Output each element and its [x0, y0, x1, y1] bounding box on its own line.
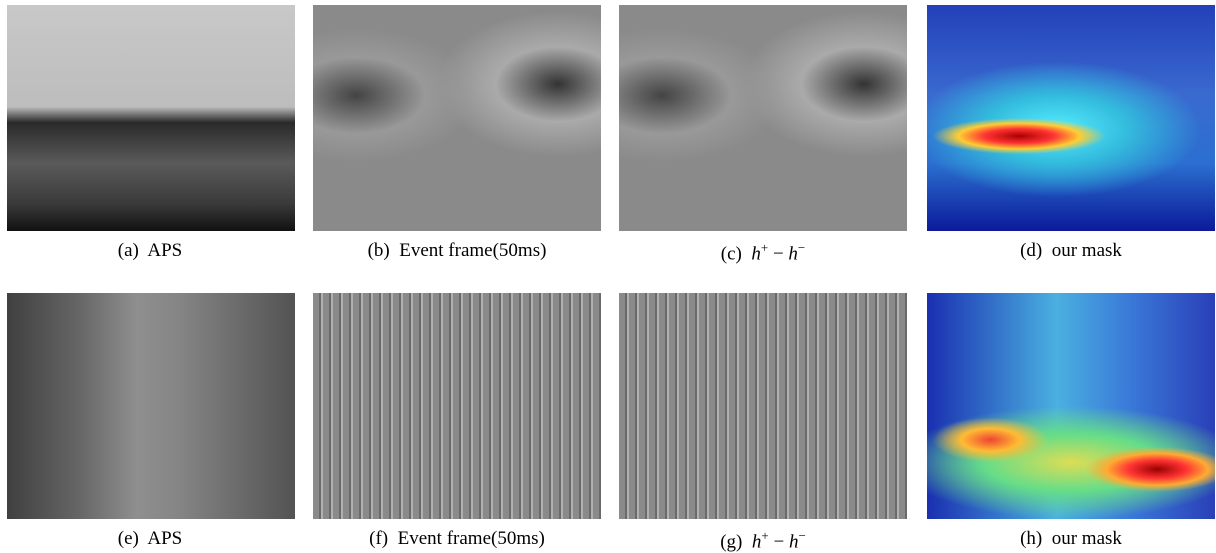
caption-text: our mask	[1052, 528, 1122, 549]
caption-text: h	[789, 531, 799, 552]
caption: (a) APS	[0, 240, 300, 262]
caption-text: Event frame(50ms)	[398, 528, 545, 549]
caption-text: +	[761, 240, 768, 255]
caption: (h) our mask	[921, 528, 1216, 550]
event-frame-image	[313, 293, 601, 519]
caption-text: (d)	[1020, 240, 1042, 261]
caption-text: +	[761, 528, 768, 543]
caption-text: h	[751, 243, 761, 264]
caption: (e) APS	[0, 528, 300, 550]
page: (a) APS (b) Event frame(50ms) (c) h+ − h…	[0, 0, 1216, 553]
aps-image	[7, 5, 295, 231]
caption-text: −	[773, 531, 784, 552]
caption-text: Event frame(50ms)	[399, 240, 546, 261]
caption: (c) h+ − h−	[613, 240, 913, 265]
caption-text: −	[798, 240, 805, 255]
caption: (d) our mask	[921, 240, 1216, 262]
histogram-diff-image	[619, 293, 907, 519]
caption-text: APS	[147, 240, 182, 261]
caption-text: (c)	[721, 243, 742, 264]
mask-image	[927, 5, 1215, 231]
caption-text: (g)	[720, 531, 742, 552]
event-frame-image	[313, 5, 601, 231]
caption-text: (b)	[368, 240, 390, 261]
caption-text: our mask	[1052, 240, 1122, 261]
caption-text: (h)	[1020, 528, 1042, 549]
caption: (b) Event frame(50ms)	[307, 240, 607, 262]
caption-text: −	[798, 528, 805, 543]
aps-image	[7, 293, 295, 519]
caption-text: (e)	[118, 528, 139, 549]
histogram-diff-image	[619, 5, 907, 231]
caption-text: h	[752, 531, 762, 552]
caption-text: (a)	[118, 240, 139, 261]
caption: (g) h+ − h−	[613, 528, 913, 553]
caption-text: (f)	[369, 528, 388, 549]
caption-text: −	[773, 243, 784, 264]
caption: (f) Event frame(50ms)	[307, 528, 607, 550]
caption-text: APS	[147, 528, 182, 549]
caption-text: h	[788, 243, 798, 264]
mask-image	[927, 293, 1215, 519]
